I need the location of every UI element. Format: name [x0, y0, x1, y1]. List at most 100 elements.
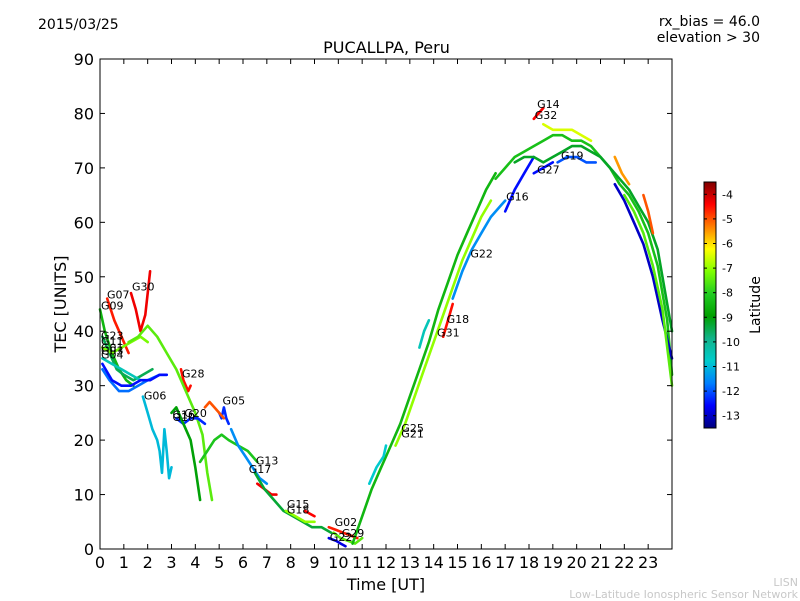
- plot-series-group: [98, 106, 674, 548]
- satellite-label: G18: [447, 313, 470, 326]
- x-tick-label: 1: [119, 553, 129, 572]
- series-g18a: [284, 509, 316, 524]
- satellite-label: G31: [437, 327, 460, 340]
- series-g32: [541, 123, 593, 142]
- y-tick-label: 10: [74, 486, 94, 505]
- series-g26: [418, 318, 431, 349]
- series-g31: [394, 199, 493, 447]
- series-g23b: [642, 193, 655, 235]
- y-axis-label: TEC [UNITS]: [51, 256, 70, 354]
- colorbar-tick-label: -4: [722, 188, 733, 201]
- series-g10: [175, 416, 207, 426]
- satellite-label: G23: [101, 329, 124, 342]
- series-g20: [198, 433, 259, 464]
- satellite-label: G04: [101, 348, 124, 361]
- satellite-label: G19: [561, 150, 584, 163]
- colorbar: -4 -5 -6 -7 -8 -9 -10 -11 -12 -13: [703, 181, 740, 429]
- y-tick-label: 20: [74, 431, 94, 450]
- colorbar-tick-label: -13: [722, 410, 740, 423]
- y-axis: 0 10 20 30 40 50 60 70 80 90: [74, 50, 672, 559]
- x-tick-label: 15: [447, 553, 467, 572]
- series-g17: [229, 427, 269, 486]
- satellite-label: G30: [132, 280, 155, 293]
- colorbar-tick-label: -7: [722, 262, 733, 275]
- satellite-label: G07: [107, 289, 130, 302]
- x-tick-label: 20: [566, 553, 586, 572]
- satellite-labels: G07G09G30G23G11G01G03G04G06G28G05G10G16G…: [101, 98, 584, 544]
- x-tick-label: 21: [590, 553, 610, 572]
- satellite-label: G27: [537, 163, 560, 176]
- y-tick-label: 0: [84, 540, 94, 559]
- satellite-label: G16: [173, 408, 196, 421]
- series-g12: [127, 324, 214, 502]
- satellite-label: G29: [342, 527, 365, 540]
- colorbar-tick-label: -11: [722, 361, 740, 374]
- satellite-label: G17: [249, 463, 272, 476]
- satellite-label: G25: [401, 422, 424, 435]
- rx-bias-annotation: rx_bias = 46.0: [658, 14, 760, 30]
- satellite-label: G18: [287, 504, 310, 517]
- x-tick-label: 10: [328, 553, 348, 572]
- x-tick-label: 8: [286, 553, 296, 572]
- satellite-label: G22: [330, 531, 353, 544]
- x-tick-label: 16: [471, 553, 491, 572]
- satellite-label: G32: [535, 109, 558, 122]
- x-axis-label: Time [UT]: [346, 575, 425, 594]
- satellite-label: G14: [537, 98, 560, 111]
- colorbar-tick-label: -10: [722, 336, 740, 349]
- chart-title: PUCALLPA, Peru: [323, 38, 450, 57]
- y-tick-label: 80: [74, 104, 94, 123]
- series-g11b: [613, 182, 674, 360]
- series-g09: [98, 308, 135, 388]
- y-tick-label: 40: [74, 322, 94, 341]
- x-axis: 0 1 2 3 4 5 6 7 8 9 10 11 12 13 14 15 16 17 18 19 20 21 22 23: [95, 59, 658, 572]
- series-g16: [503, 155, 536, 213]
- y-tick-label: 90: [74, 50, 94, 69]
- colorbar-tick-label: -6: [722, 238, 733, 251]
- series-g18: [441, 302, 455, 339]
- satellite-label: G22: [470, 248, 493, 261]
- x-tick-label: 12: [376, 553, 396, 572]
- colorbar-tick-label: -8: [722, 287, 733, 300]
- series-g01b: [513, 144, 674, 333]
- x-tick-label: 18: [519, 553, 539, 572]
- satellite-label: G20: [184, 407, 207, 420]
- series-g19: [556, 155, 598, 164]
- colorbar-tick-label: -5: [722, 213, 733, 226]
- x-tick-label: 9: [309, 553, 319, 572]
- series-g14: [532, 106, 545, 121]
- y-tick-label: 70: [74, 159, 94, 178]
- series-g11: [101, 335, 149, 355]
- satellite-label: G11: [101, 335, 124, 348]
- series-g22a: [327, 536, 347, 548]
- credit-lisn: LISN: [773, 576, 798, 589]
- y-tick-label: 50: [74, 268, 94, 287]
- series-g06: [141, 395, 173, 480]
- satellite-label: G13: [256, 455, 279, 468]
- series-g16a: [170, 406, 202, 502]
- series-g04: [101, 362, 168, 388]
- x-tick-label: 4: [190, 553, 200, 572]
- x-tick-label: 5: [214, 553, 224, 572]
- series-g27: [532, 161, 555, 175]
- colorbar-label: Latitude: [748, 276, 764, 334]
- x-tick-label: 7: [262, 553, 272, 572]
- x-tick-label: 13: [400, 553, 420, 572]
- satellite-label: G09: [101, 299, 124, 312]
- credit-network: Low-Latitude Ionospheric Sensor Network: [569, 588, 798, 601]
- x-tick-label: 6: [238, 553, 248, 572]
- x-tick-label: 19: [543, 553, 563, 572]
- satellite-label: G15: [287, 498, 310, 511]
- satellite-label: G03: [101, 345, 124, 358]
- colorbar-tick-label: -9: [722, 311, 733, 324]
- x-tick-label: 2: [143, 553, 153, 572]
- satellite-label: G21: [401, 427, 424, 440]
- series-g25: [351, 172, 497, 545]
- series-g03: [101, 357, 142, 382]
- y-tick-label: 60: [74, 213, 94, 232]
- x-tick-label: 3: [166, 553, 176, 572]
- elevation-annotation: elevation > 30: [656, 30, 760, 46]
- series-g02: [327, 525, 359, 540]
- satellite-label: G05: [223, 395, 246, 408]
